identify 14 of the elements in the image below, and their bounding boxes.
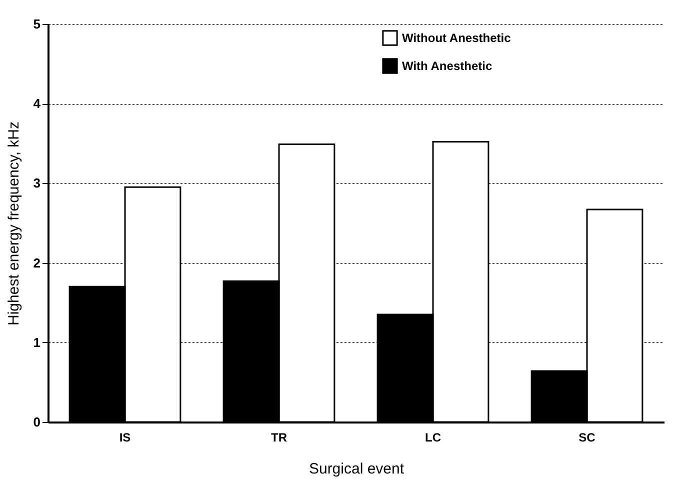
x-axis-title: Surgical event [308, 460, 405, 478]
x-tick-label: TR [271, 430, 288, 444]
x-tick-label: LC [425, 430, 442, 444]
y-tick-label: 5 [33, 16, 40, 32]
x-tick-label: SC [578, 430, 596, 444]
legend-label: Without Anesthetic [402, 31, 512, 45]
x-tick-label: IS [119, 430, 131, 444]
y-tick-label: 4 [33, 96, 42, 112]
y-tick-label: 2 [33, 255, 40, 270]
y-axis-title: Highest energy frequency, kHz [5, 122, 22, 326]
y-tick-label: 3 [33, 176, 40, 191]
y-tick-label: 0 [33, 414, 40, 430]
y-tick-label: 1 [33, 334, 40, 350]
legend-label: With Anesthetic [402, 59, 492, 73]
